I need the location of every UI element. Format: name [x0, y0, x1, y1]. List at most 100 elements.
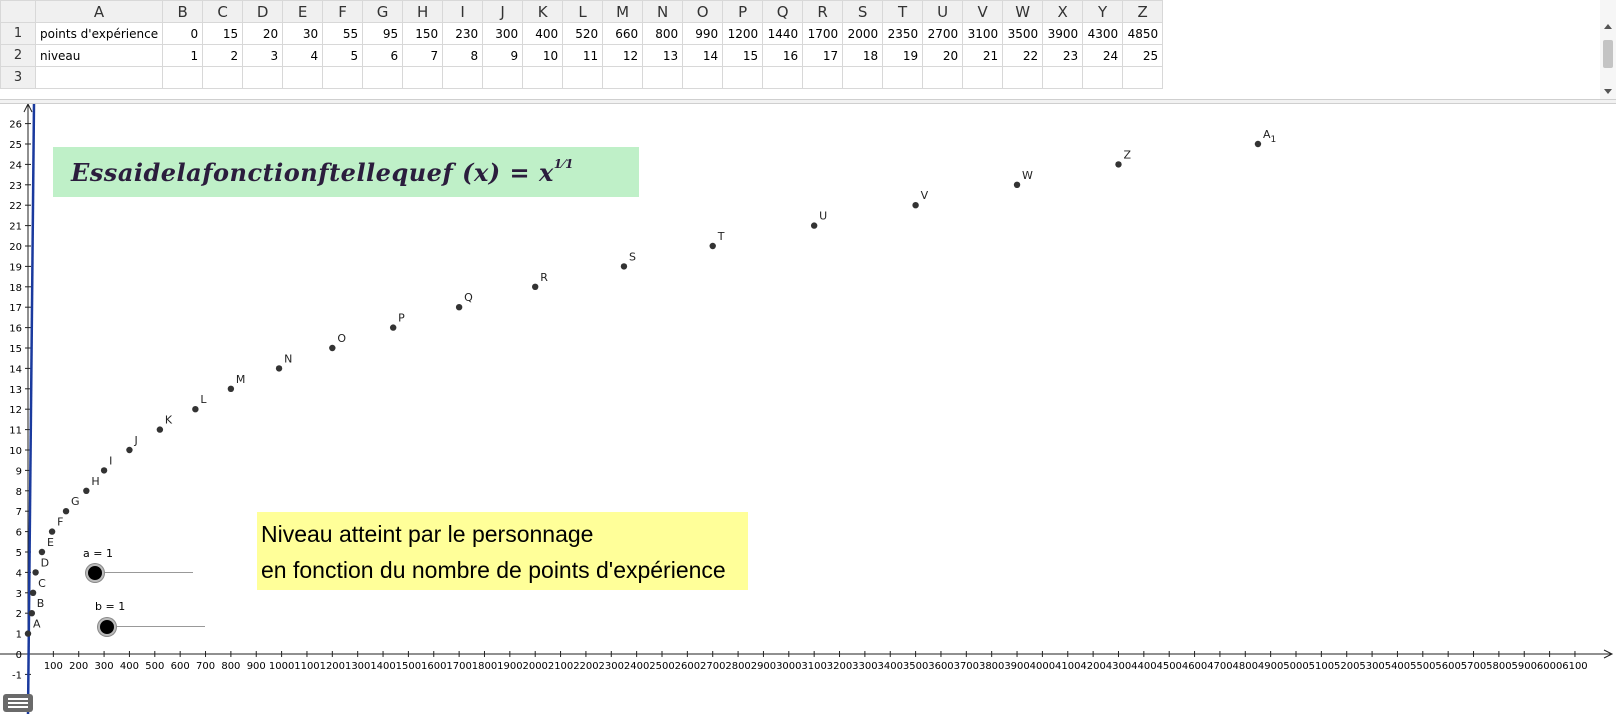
column-header-x[interactable]: X — [1042, 0, 1084, 23]
column-header-g[interactable]: G — [362, 0, 404, 23]
column-header-t[interactable]: T — [882, 0, 924, 23]
slider-b-knob[interactable] — [98, 618, 116, 636]
column-header-s[interactable]: S — [842, 0, 884, 23]
cell[interactable]: 13 — [642, 44, 684, 67]
title-text-box[interactable]: Essaidelafonctionftellequef (x) = x1⁄1 — [53, 147, 639, 197]
cell[interactable]: 16 — [762, 44, 804, 67]
vertical-scrollbar[interactable] — [1600, 0, 1616, 101]
cell[interactable]: 11 — [562, 44, 604, 67]
cell[interactable] — [722, 66, 764, 89]
cell[interactable] — [442, 66, 484, 89]
column-header-v[interactable]: V — [962, 0, 1004, 23]
column-header-y[interactable]: Y — [1082, 0, 1124, 23]
graphics-view[interactable]: 100 200 300 400 500 600 700 800 900 1000 1100 1200 1… — [0, 104, 1616, 714]
column-header-j[interactable]: J — [482, 0, 524, 23]
cell[interactable]: 300 — [482, 22, 524, 45]
cell[interactable]: 3100 — [962, 22, 1004, 45]
cell[interactable]: 15 — [722, 44, 764, 67]
cell[interactable]: 2000 — [842, 22, 884, 45]
cell[interactable]: 1 — [162, 44, 204, 67]
cell[interactable]: 150 — [402, 22, 444, 45]
cell[interactable] — [1082, 66, 1124, 89]
cell[interactable]: 15 — [202, 22, 244, 45]
cell[interactable]: 20 — [242, 22, 284, 45]
cell[interactable]: 520 — [562, 22, 604, 45]
column-header-a[interactable]: A — [34, 0, 164, 23]
cell[interactable] — [242, 66, 284, 89]
slider-b-track[interactable] — [107, 626, 205, 627]
cell[interactable] — [682, 66, 724, 89]
cell[interactable]: 400 — [522, 22, 564, 45]
cell[interactable]: 7 — [402, 44, 444, 67]
cell[interactable]: 24 — [1082, 44, 1124, 67]
cell[interactable]: 12 — [602, 44, 644, 67]
cell[interactable] — [1042, 66, 1084, 89]
cell[interactable]: 10 — [522, 44, 564, 67]
cell[interactable]: 4850 — [1122, 22, 1164, 45]
cell[interactable] — [642, 66, 684, 89]
column-header-c[interactable]: C — [202, 0, 244, 23]
scroll-up-arrow-icon[interactable] — [1604, 24, 1612, 29]
cell[interactable] — [1122, 66, 1164, 89]
cell[interactable] — [802, 66, 844, 89]
column-header-r[interactable]: R — [802, 0, 844, 23]
cell[interactable]: 22 — [1002, 44, 1044, 67]
cell[interactable]: 4300 — [1082, 22, 1124, 45]
cell[interactable] — [762, 66, 804, 89]
cell[interactable] — [882, 66, 924, 89]
cell[interactable]: 660 — [602, 22, 644, 45]
cell[interactable]: 23 — [1042, 44, 1084, 67]
cell[interactable]: 2350 — [882, 22, 924, 45]
cell[interactable]: 230 — [442, 22, 484, 45]
cell[interactable]: niveau — [34, 44, 164, 67]
cell[interactable]: 2700 — [922, 22, 964, 45]
cell[interactable] — [522, 66, 564, 89]
column-header-o[interactable]: O — [682, 0, 724, 23]
row-header[interactable]: 3 — [0, 66, 36, 89]
cell[interactable]: 8 — [442, 44, 484, 67]
cell[interactable]: points d'expérience — [34, 22, 164, 45]
cell[interactable] — [34, 66, 164, 89]
cell[interactable]: 3 — [242, 44, 284, 67]
cell[interactable]: 800 — [642, 22, 684, 45]
scroll-thumb[interactable] — [1603, 40, 1613, 68]
cell[interactable]: 95 — [362, 22, 404, 45]
row-header[interactable]: 2 — [0, 44, 36, 67]
column-header-e[interactable]: E — [282, 0, 324, 23]
cell[interactable]: 0 — [162, 22, 204, 45]
cell[interactable]: 1440 — [762, 22, 804, 45]
cell[interactable]: 9 — [482, 44, 524, 67]
cell[interactable]: 14 — [682, 44, 724, 67]
column-header-p[interactable]: P — [722, 0, 764, 23]
cell[interactable]: 18 — [842, 44, 884, 67]
slider-a-track[interactable] — [95, 572, 193, 573]
cell[interactable] — [602, 66, 644, 89]
column-header-f[interactable]: F — [322, 0, 364, 23]
cell[interactable] — [282, 66, 324, 89]
column-header-q[interactable]: Q — [762, 0, 804, 23]
cell[interactable]: 17 — [802, 44, 844, 67]
cell[interactable] — [842, 66, 884, 89]
cell[interactable] — [482, 66, 524, 89]
cell[interactable] — [322, 66, 364, 89]
column-header-b[interactable]: B — [162, 0, 204, 23]
cell[interactable] — [962, 66, 1004, 89]
cell[interactable]: 2 — [202, 44, 244, 67]
keyboard-icon[interactable] — [3, 694, 33, 712]
cell[interactable] — [922, 66, 964, 89]
corner-cell[interactable] — [0, 0, 36, 23]
column-header-u[interactable]: U — [922, 0, 964, 23]
cell[interactable]: 5 — [322, 44, 364, 67]
scroll-down-arrow-icon[interactable] — [1604, 89, 1612, 94]
cell[interactable]: 25 — [1122, 44, 1164, 67]
cell[interactable]: 21 — [962, 44, 1004, 67]
cell[interactable] — [202, 66, 244, 89]
cell[interactable] — [562, 66, 604, 89]
cell[interactable]: 4 — [282, 44, 324, 67]
column-header-w[interactable]: W — [1002, 0, 1044, 23]
column-header-k[interactable]: K — [522, 0, 564, 23]
cell[interactable]: 19 — [882, 44, 924, 67]
cell[interactable]: 20 — [922, 44, 964, 67]
column-header-l[interactable]: L — [562, 0, 604, 23]
cell[interactable]: 1700 — [802, 22, 844, 45]
